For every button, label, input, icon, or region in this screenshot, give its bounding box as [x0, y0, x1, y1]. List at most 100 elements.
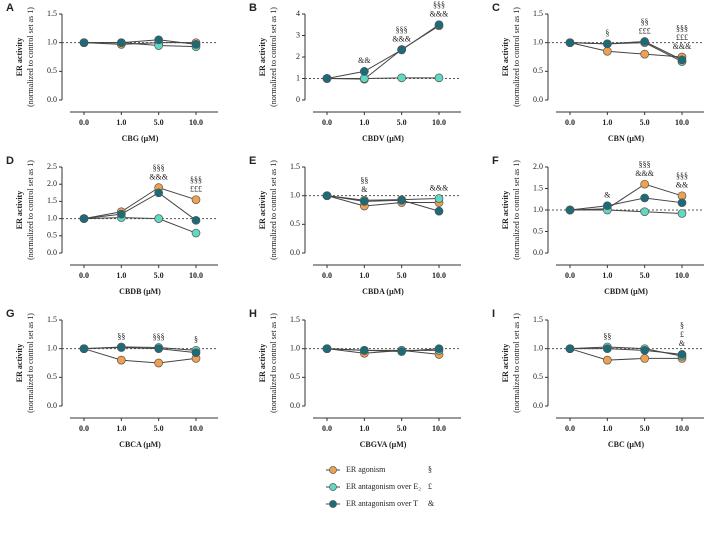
y-axis-label: ER activity	[501, 344, 510, 382]
legend-symbol: §	[428, 465, 432, 474]
data-point	[640, 346, 650, 355]
significance-label: §§§	[153, 332, 165, 341]
y-tick-label: 4	[296, 9, 300, 18]
y-axis-label: (normalized to control set as 1)	[269, 160, 278, 260]
data-point	[191, 40, 201, 49]
x-tick-label: 1.0	[602, 118, 612, 127]
legend-label: ER antagonism over E₂	[346, 482, 421, 491]
x-axis-label: CBN (μM)	[608, 134, 645, 143]
data-point	[154, 188, 164, 198]
data-point	[79, 214, 89, 223]
y-axis-label: (normalized to control set as 1)	[512, 7, 521, 107]
significance-label: &&&	[673, 42, 692, 51]
data-point	[602, 344, 612, 354]
data-point	[677, 198, 687, 208]
x-tick-label: 10.0	[675, 271, 689, 280]
x-tick-label: 5.0	[640, 118, 650, 127]
y-tick-label: 1.0	[47, 213, 57, 222]
series-line	[326, 348, 440, 353]
y-tick-label: 0.5	[533, 226, 543, 235]
panel-letter: F	[492, 155, 499, 167]
y-tick-label: 0.0	[47, 401, 57, 410]
y-axis-label: ER activity	[15, 344, 24, 382]
y-axis-label: ER activity	[15, 191, 24, 229]
series-line	[326, 195, 439, 207]
y-tick-label: 1.5	[290, 315, 300, 324]
x-tick-label: 0.0	[322, 118, 332, 127]
y-tick-label: 2	[296, 52, 300, 61]
data-point	[116, 38, 126, 48]
significance-label: £	[680, 330, 684, 339]
data-point	[359, 346, 369, 355]
y-axis-label: (normalized to control set as 1)	[26, 313, 35, 413]
series-line	[326, 195, 440, 201]
data-point	[434, 344, 444, 354]
x-tick-label: 10.0	[675, 118, 689, 127]
data-point	[640, 207, 650, 217]
x-axis-label: CBC (μM)	[608, 440, 645, 449]
data-point	[565, 38, 575, 48]
significance-label: &&	[358, 56, 371, 65]
data-point	[640, 37, 650, 46]
x-tick-label: 5.0	[640, 271, 650, 280]
y-axis-label: ER activity	[501, 191, 510, 229]
legend-symbol: &	[428, 499, 435, 508]
data-point	[154, 344, 164, 354]
series-line	[327, 77, 439, 79]
y-tick-label: 1.0	[47, 343, 57, 352]
significance-label: §§	[603, 332, 611, 341]
panel: G ER activity (normalized to control set a…	[6, 308, 218, 449]
x-axis-label: CBDM (μM)	[604, 287, 648, 296]
y-tick-label: 2.0	[533, 162, 543, 171]
panel: C ER activity (normalized to control set a…	[492, 2, 704, 143]
y-tick-label: 1	[296, 73, 300, 82]
data-point	[640, 354, 650, 363]
y-axis-label: (normalized to control set as 1)	[512, 160, 521, 260]
series-line	[326, 25, 440, 80]
x-tick-label: 5.0	[154, 424, 164, 433]
data-point	[565, 205, 575, 215]
data-point	[322, 344, 332, 354]
legend-marker	[329, 500, 337, 508]
x-tick-label: 5.0	[640, 424, 650, 433]
significance-label: &	[361, 185, 368, 194]
y-tick-label: 1.0	[47, 37, 57, 46]
data-point	[640, 49, 650, 59]
x-tick-label: 1.0	[116, 424, 126, 433]
y-tick-label: 0.5	[290, 219, 300, 228]
y-tick-label: 2.5	[47, 162, 57, 171]
panel-letter: A	[6, 2, 14, 14]
data-point	[191, 195, 201, 205]
x-tick-label: 10.0	[189, 424, 203, 433]
x-tick-label: 10.0	[189, 271, 203, 280]
x-tick-label: 1.0	[602, 271, 612, 280]
y-tick-label: 0.5	[290, 372, 300, 381]
y-tick-label: 0.0	[533, 248, 543, 257]
significance-label: &&&	[149, 172, 168, 181]
series-line	[84, 39, 197, 45]
panel-letter: G	[6, 308, 15, 320]
significance-label: §§§	[676, 24, 688, 33]
x-tick-label: 0.0	[565, 118, 575, 127]
x-tick-label: 0.0	[322, 424, 332, 433]
y-tick-label: 1.5	[533, 183, 543, 192]
y-tick-label: 1.5	[533, 9, 543, 18]
data-point	[322, 191, 332, 201]
y-tick-label: 0.5	[533, 66, 543, 75]
x-tick-label: 10.0	[432, 271, 446, 280]
significance-label: §§§	[396, 25, 408, 34]
data-point	[116, 355, 126, 365]
panel: B ER activity (normalized to control set a…	[249, 1, 461, 143]
data-point	[677, 209, 687, 218]
y-tick-label: 0.5	[47, 231, 57, 240]
y-axis-label: (normalized to control set as 1)	[26, 7, 35, 107]
series-line	[569, 42, 683, 58]
significance-label: §§§	[639, 160, 651, 169]
data-point	[397, 195, 407, 205]
series-line	[569, 41, 683, 61]
x-tick-label: 10.0	[432, 424, 446, 433]
legend: ER agonism § ER antagonism over E₂ £ ER anta…	[326, 465, 435, 508]
significance-label: &&&	[430, 10, 449, 19]
y-axis-label: ER activity	[15, 38, 24, 76]
